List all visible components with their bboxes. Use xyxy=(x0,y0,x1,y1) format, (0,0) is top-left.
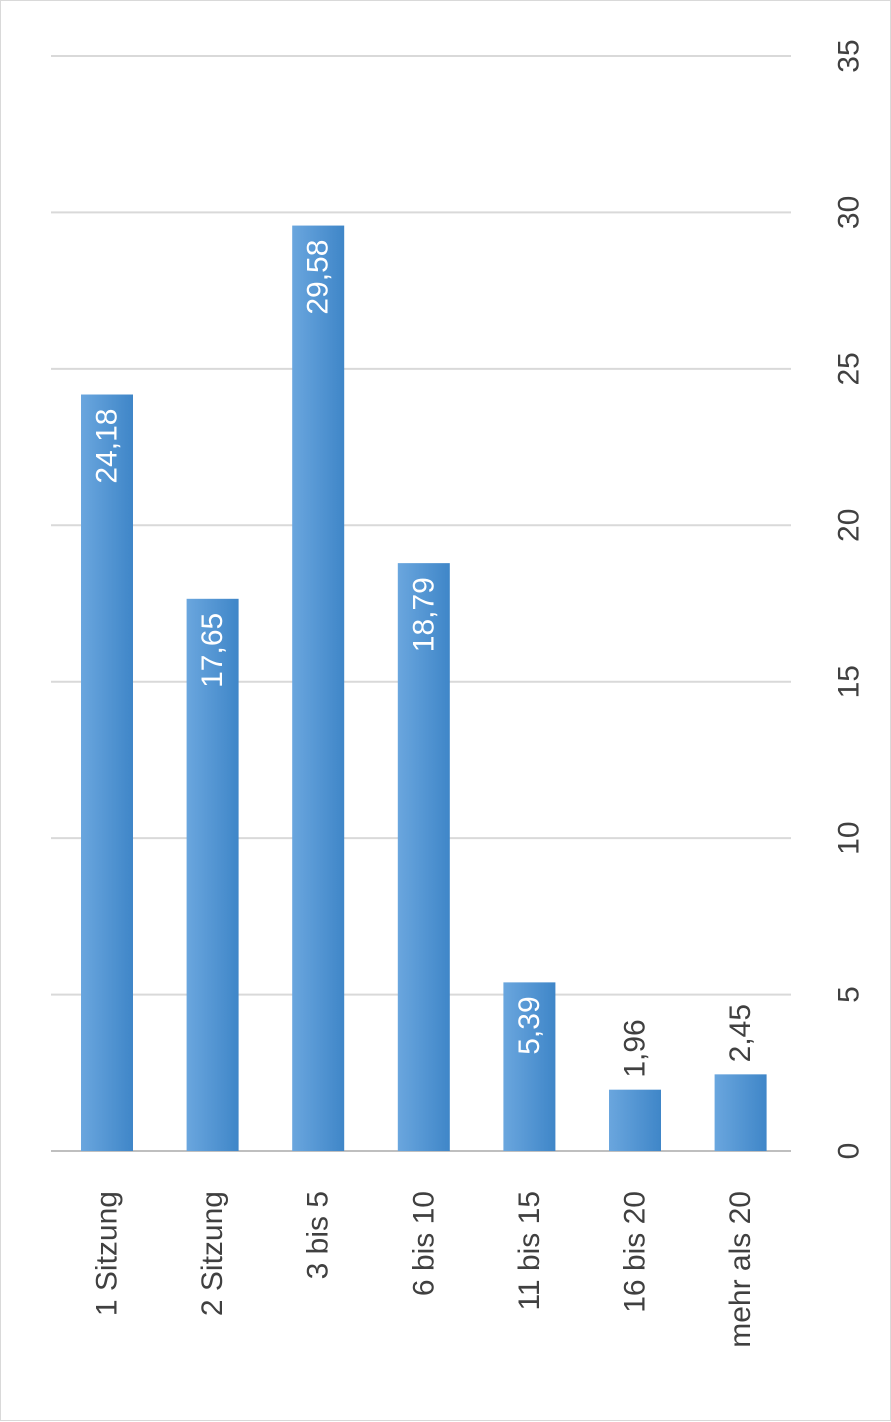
tick-label: 35 xyxy=(833,39,866,72)
bars xyxy=(81,225,767,1151)
bar xyxy=(292,225,345,1151)
category-label: 6 bis 10 xyxy=(407,1191,440,1296)
bar xyxy=(397,563,450,1151)
tick-label: 25 xyxy=(833,352,866,385)
data-label: 24,18 xyxy=(91,409,124,484)
category-axis-labels: 1 Sitzung 2 Sitzung 3 bis 5 6 bis 10 11 bis … xyxy=(91,1191,758,1348)
category-label: 16 bis 20 xyxy=(619,1191,652,1313)
data-label: 18,79 xyxy=(407,577,440,652)
category-label: 2 Sitzung xyxy=(196,1191,229,1316)
data-label: 1,96 xyxy=(619,1019,652,1077)
category-label: mehr als 20 xyxy=(724,1191,757,1348)
tick-label: 5 xyxy=(833,986,866,1003)
data-labels: 24,18 17,65 29,58 18,79 5,39 1,96 2,45 xyxy=(91,240,758,1078)
tick-label: 15 xyxy=(833,665,866,698)
tick-label: 30 xyxy=(833,196,866,229)
tick-label: 0 xyxy=(833,1143,866,1160)
value-axis-tick-labels: 0 5 10 15 20 25 30 35 xyxy=(833,39,866,1159)
bar xyxy=(186,598,239,1151)
category-label: 1 Sitzung xyxy=(91,1191,124,1316)
bar xyxy=(714,1074,767,1151)
data-label: 17,65 xyxy=(196,613,229,688)
category-label: 3 bis 5 xyxy=(302,1191,335,1279)
bar xyxy=(503,982,556,1151)
tick-label: 10 xyxy=(833,821,866,854)
data-label: 2,45 xyxy=(724,1004,757,1062)
tick-label: 20 xyxy=(833,509,866,542)
data-label: 29,58 xyxy=(302,240,335,315)
category-label: 11 bis 15 xyxy=(513,1191,546,1311)
data-label: 5,39 xyxy=(513,996,546,1054)
bar xyxy=(609,1089,661,1151)
bar xyxy=(81,394,133,1151)
